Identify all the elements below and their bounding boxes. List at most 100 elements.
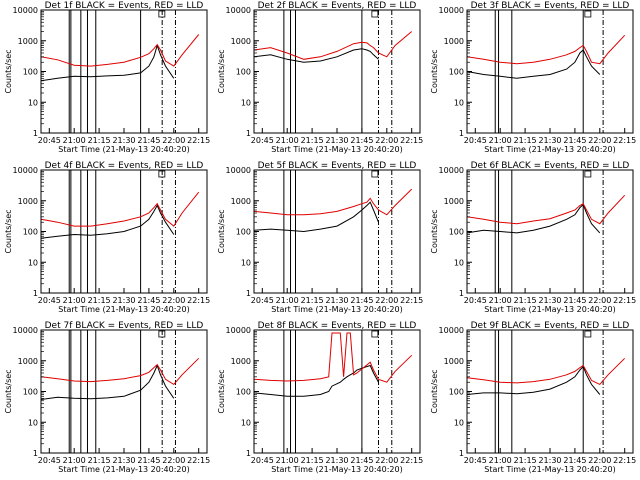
y-tick-label: 1000 <box>444 357 464 366</box>
y-tick-label: 100 <box>449 68 464 77</box>
panel-title: Det 9f BLACK = Events, RED = LLD <box>471 321 630 331</box>
series-lld-line <box>40 357 200 386</box>
x-axis-label: Start Time (21-May-13 20:40:20) <box>271 305 402 314</box>
panel-title: Det 5f BLACK = Events, RED = LLD <box>258 161 417 171</box>
y-tick-label: 1000 <box>231 37 251 46</box>
y-tick-label: 1000 <box>18 357 38 366</box>
x-tick-label: 20:45 <box>251 456 274 465</box>
x-tick-label: 21:15 <box>301 136 324 145</box>
panel-title: Det 4f BLACK = Events, RED = LLD <box>45 161 204 171</box>
x-tick-label: 20:45 <box>251 136 274 145</box>
x-tick-label: 21:30 <box>112 296 135 305</box>
series-events-line <box>466 203 601 234</box>
y-axis-label: Counts/sec <box>217 369 226 413</box>
saa-marker <box>371 170 379 178</box>
plot-frame <box>253 329 421 454</box>
x-tick-label: 21:00 <box>276 136 299 145</box>
y-tick-label: 1 <box>33 289 38 298</box>
x-tick-label: 21:45 <box>563 296 586 305</box>
x-tick-label: 22:15 <box>400 136 423 145</box>
plot-frame <box>40 329 208 454</box>
panel-title: Det 6f BLACK = Events, RED = LLD <box>471 161 630 171</box>
x-tick-label: 21:30 <box>112 456 135 465</box>
x-tick-label: 21:15 <box>301 296 324 305</box>
y-tick-label: 100 <box>23 388 38 397</box>
y-axis-label: Counts/sec <box>430 49 439 93</box>
x-tick-label: 22:15 <box>613 456 636 465</box>
y-tick-label: 10000 <box>13 326 38 335</box>
y-tick-label: 1000 <box>18 197 38 206</box>
series-events-line <box>466 49 601 79</box>
y-tick-label: 10 <box>28 418 38 427</box>
y-tick-label: 10 <box>241 258 251 267</box>
series-events-line <box>40 204 175 239</box>
plot-frame <box>466 329 634 454</box>
x-tick-label: 21:15 <box>514 296 537 305</box>
x-tick-label: 20:45 <box>38 136 61 145</box>
x-tick-label: 22:15 <box>613 296 636 305</box>
y-tick-label: 10 <box>241 98 251 107</box>
y-tick-label: 10 <box>241 418 251 427</box>
x-tick-label: 21:00 <box>276 296 299 305</box>
x-tick-label: 21:30 <box>325 136 348 145</box>
y-tick-label: 1 <box>246 289 251 298</box>
x-tick-label: 20:45 <box>38 456 61 465</box>
x-axis-label: Start Time (21-May-13 20:40:20) <box>271 465 402 474</box>
x-tick-label: 21:45 <box>137 456 160 465</box>
x-tick-label: 22:00 <box>588 456 611 465</box>
x-tick-label: 22:15 <box>187 296 210 305</box>
series-lld-line <box>253 188 413 216</box>
x-tick-label: 22:00 <box>375 456 398 465</box>
x-tick-label: 21:00 <box>63 296 86 305</box>
panel-title: Det 1f BLACK = Events, RED = LLD <box>45 1 204 11</box>
x-tick-label: 22:00 <box>162 136 185 145</box>
x-tick-label: 21:15 <box>514 456 537 465</box>
x-axis-label: Start Time (21-May-13 20:40:20) <box>271 145 402 154</box>
x-axis-label: Start Time (21-May-13 20:40:20) <box>484 465 615 474</box>
saa-marker <box>371 330 379 338</box>
x-tick-label: 21:15 <box>301 456 324 465</box>
x-tick-label: 21:30 <box>112 136 135 145</box>
x-tick-label: 20:45 <box>251 296 274 305</box>
series-events-line <box>253 48 379 63</box>
y-axis-label: Counts/sec <box>430 209 439 253</box>
x-tick-label: 20:45 <box>38 296 61 305</box>
x-tick-label: 22:15 <box>187 136 210 145</box>
series-events-line <box>253 364 379 397</box>
x-tick-label: 21:30 <box>538 136 561 145</box>
series-lld-line <box>253 332 413 383</box>
x-tick-label: 22:00 <box>375 136 398 145</box>
panel-2: Det 2f BLACK = Events, RED = LLD 1 10 100 10… <box>217 1 423 154</box>
series-lld-line <box>466 357 626 386</box>
panel-title: Det 2f BLACK = Events, RED = LLD <box>258 1 417 11</box>
y-tick-label: 1 <box>459 449 464 458</box>
x-tick-label: 21:45 <box>350 456 373 465</box>
x-tick-label: 21:45 <box>350 136 373 145</box>
y-tick-label: 10000 <box>13 166 38 175</box>
y-tick-label: 1000 <box>444 37 464 46</box>
series-lld-line <box>40 34 200 67</box>
x-tick-label: 22:00 <box>375 296 398 305</box>
x-tick-label: 21:45 <box>137 296 160 305</box>
y-tick-label: 100 <box>449 228 464 237</box>
y-tick-label: 10 <box>28 258 38 267</box>
y-tick-label: 1 <box>246 129 251 138</box>
y-tick-label: 100 <box>236 228 251 237</box>
y-tick-label: 1 <box>33 129 38 138</box>
x-tick-label: 22:15 <box>613 136 636 145</box>
x-tick-label: 21:00 <box>489 136 512 145</box>
x-tick-label: 22:00 <box>588 136 611 145</box>
y-axis-label: Counts/sec <box>430 369 439 413</box>
y-tick-label: 1000 <box>231 357 251 366</box>
saa-marker <box>584 170 592 178</box>
series-events-line <box>40 43 175 82</box>
panel-title: Det 8f BLACK = Events, RED = LLD <box>258 321 417 331</box>
x-tick-label: 21:30 <box>538 296 561 305</box>
y-tick-label: 10 <box>28 98 38 107</box>
x-tick-label: 20:45 <box>464 136 487 145</box>
x-tick-label: 21:30 <box>325 456 348 465</box>
x-tick-label: 21:15 <box>514 136 537 145</box>
series-lld-line <box>466 194 626 225</box>
y-tick-label: 10000 <box>226 166 251 175</box>
saa-marker <box>371 10 379 18</box>
